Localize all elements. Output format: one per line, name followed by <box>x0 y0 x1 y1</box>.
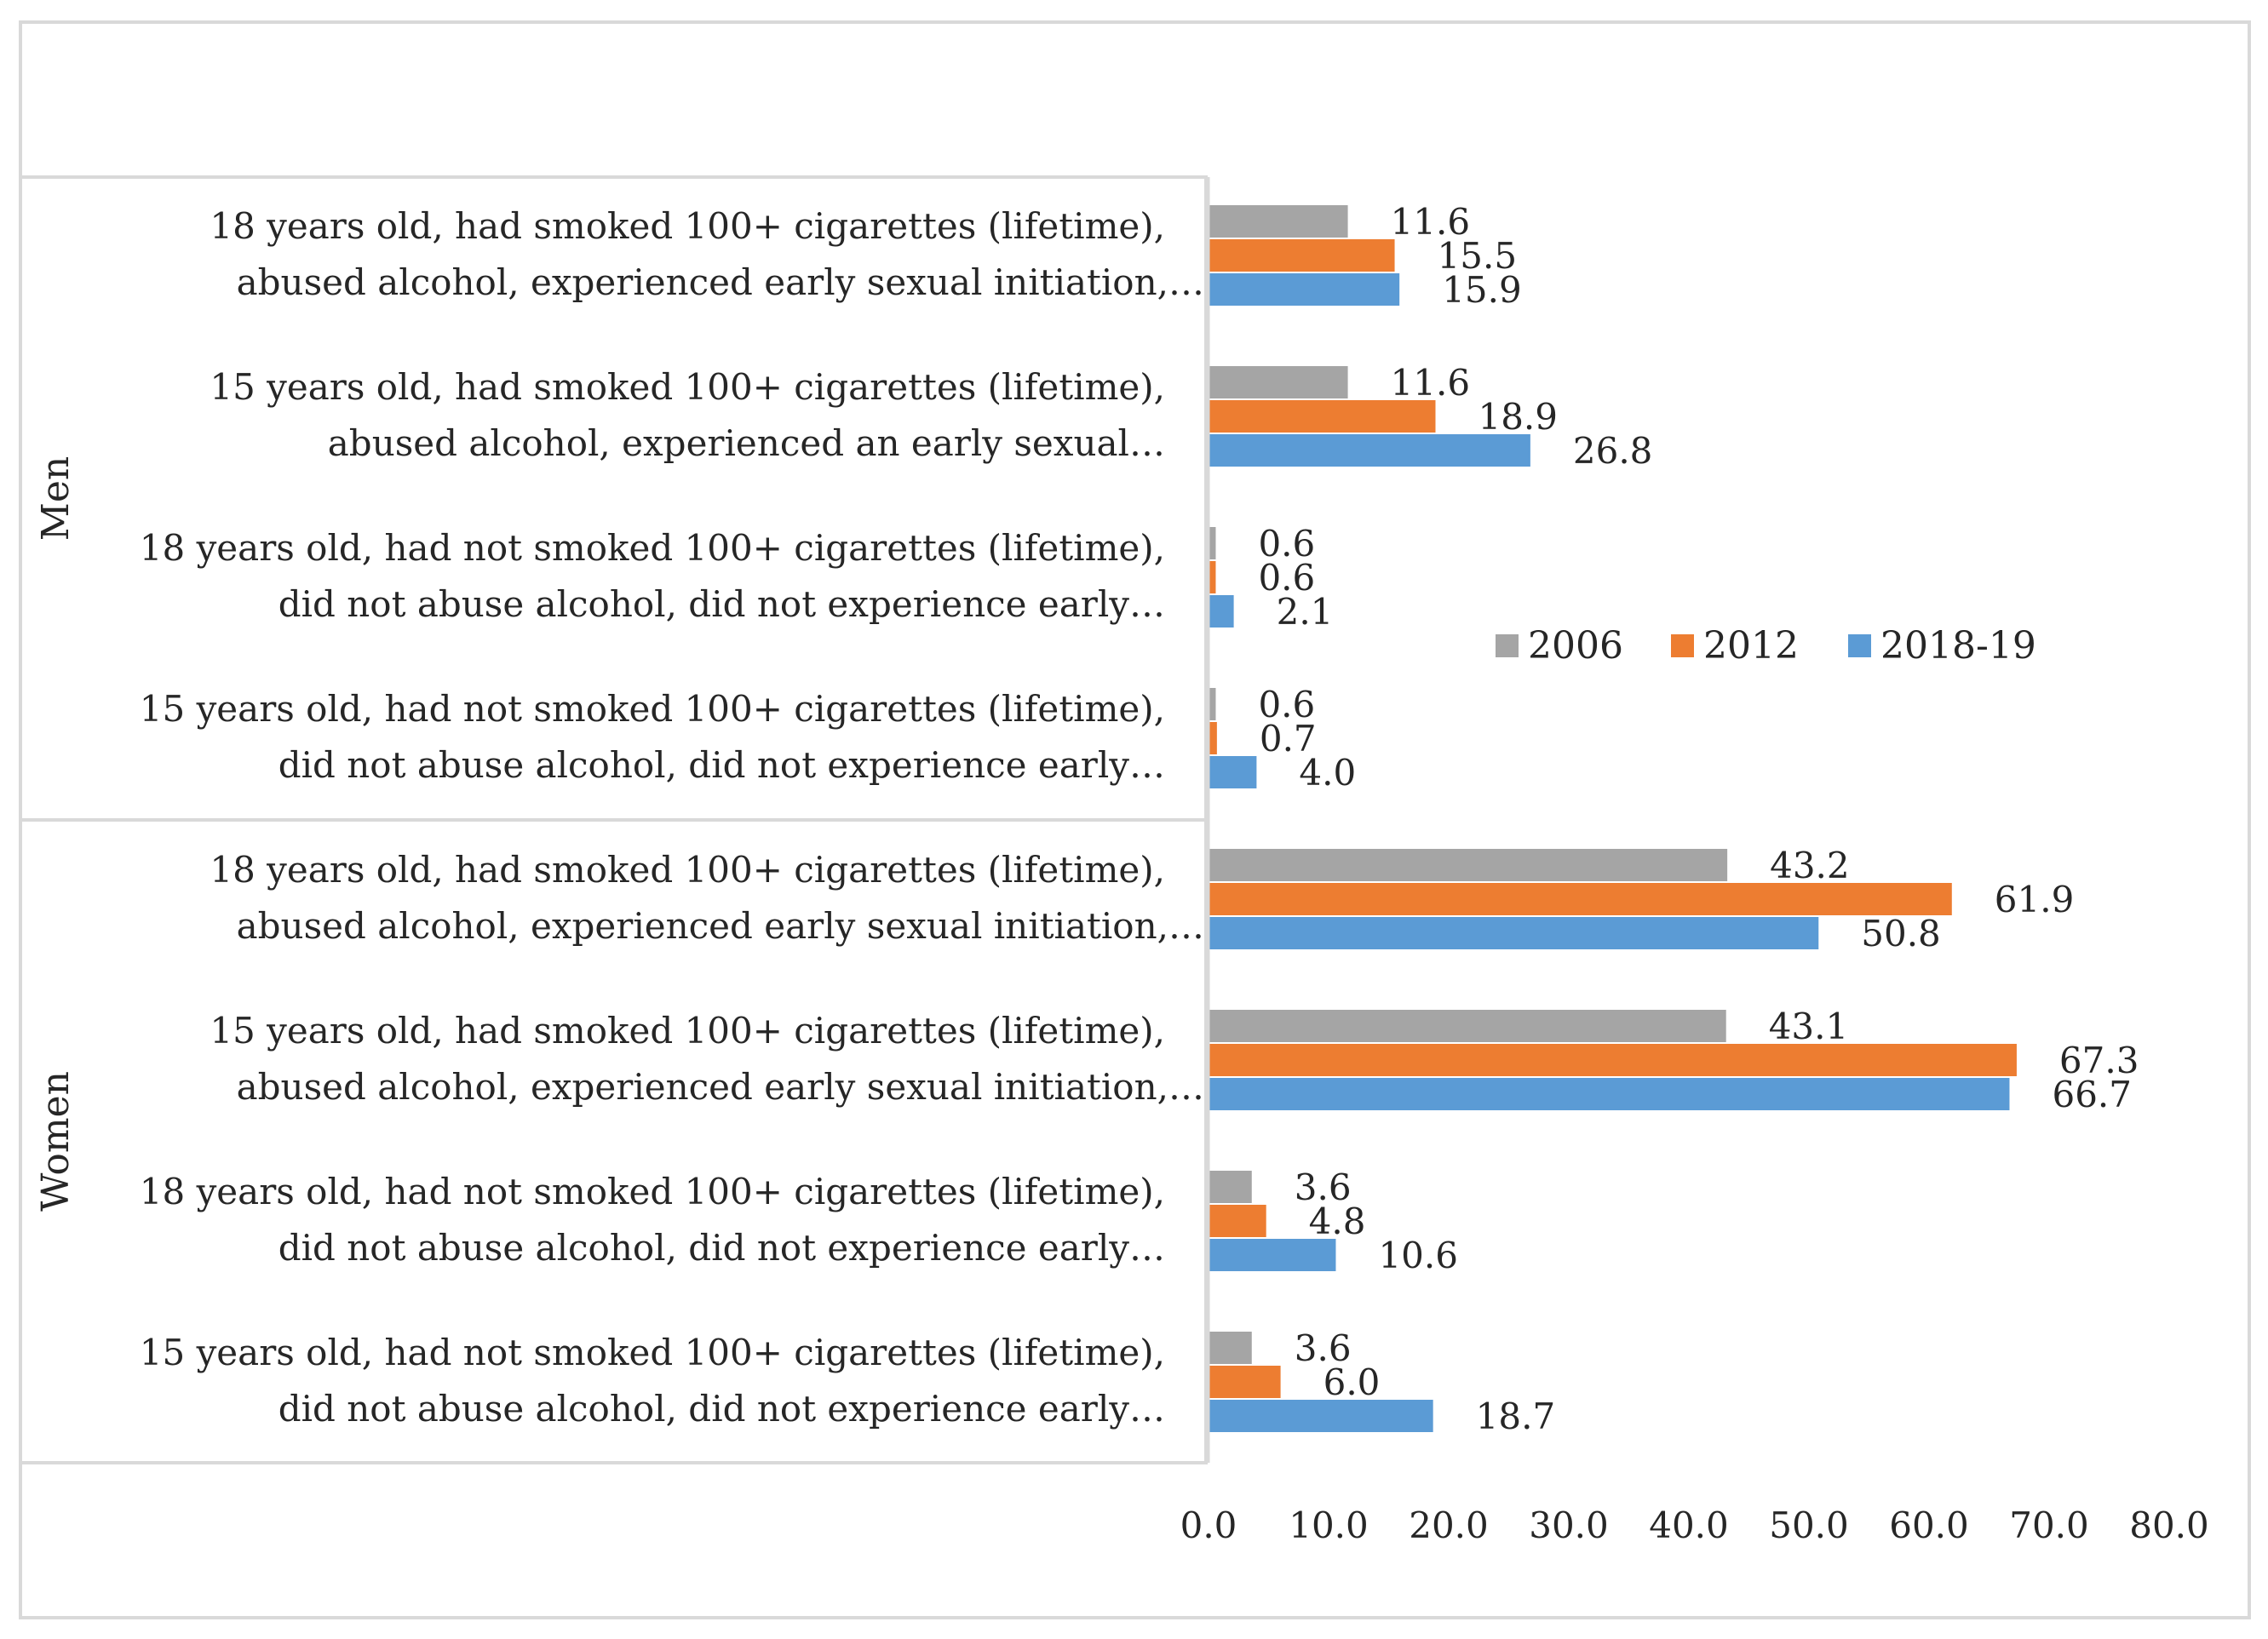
legend-label-2012: 2012 <box>1703 624 1799 668</box>
data-label-2006-cat-2: 11.6 <box>1391 362 1471 404</box>
bar-2012-cat-5 <box>1209 883 1952 915</box>
category-label-line2: abused alcohol, experienced early sexual… <box>237 261 1204 303</box>
data-label-2006-cat-8: 3.6 <box>1295 1327 1352 1369</box>
category-labels: 18 years old, had smoked 100+ cigarettes… <box>140 205 1204 1430</box>
legend-swatch-2012 <box>1671 634 1694 657</box>
bar-2012-cat-4 <box>1209 722 1217 754</box>
x-tick-label: 80.0 <box>2129 1504 2209 1546</box>
category-label-line1: 18 years old, had not smoked 100+ cigare… <box>140 527 1165 569</box>
data-label-2018-19-cat-3: 2.1 <box>1277 591 1334 633</box>
data-label-2018-19-cat-5: 50.8 <box>1861 913 1941 954</box>
bar-2012-cat-2 <box>1209 400 1436 433</box>
x-tick-label: 10.0 <box>1289 1504 1369 1546</box>
x-tick-label: 20.0 <box>1409 1504 1489 1546</box>
data-label-2018-19-cat-6: 66.7 <box>2052 1074 2132 1115</box>
bar-2018-19-cat-4 <box>1209 756 1257 788</box>
category-label-line2: abused alcohol, experienced early sexual… <box>237 1066 1204 1108</box>
bar-2018-19-cat-6 <box>1209 1078 2010 1110</box>
bar-2018-19-cat-7 <box>1209 1239 1336 1271</box>
bar-2018-19-cat-8 <box>1209 1400 1433 1432</box>
data-label-2006-cat-7: 3.6 <box>1295 1166 1352 1208</box>
bar-2012-cat-8 <box>1209 1366 1281 1398</box>
bar-2006-cat-1 <box>1209 205 1348 238</box>
bar-2012-cat-1 <box>1209 239 1395 272</box>
x-tick-label: 50.0 <box>1769 1504 1849 1546</box>
bar-2012-cat-7 <box>1209 1205 1266 1237</box>
data-label-2018-19-cat-1: 15.9 <box>1442 269 1522 311</box>
category-label-line1: 15 years old, had smoked 100+ cigarettes… <box>210 366 1165 408</box>
bar-2018-19-cat-1 <box>1209 273 1400 306</box>
category-label-line1: 15 years old, had smoked 100+ cigarettes… <box>210 1010 1165 1052</box>
data-label-2018-19-cat-8: 18.7 <box>1476 1395 1556 1437</box>
category-label-line1: 18 years old, had not smoked 100+ cigare… <box>140 1171 1165 1212</box>
data-label-2012-cat-8: 6.0 <box>1323 1361 1381 1403</box>
category-label-line1: 18 years old, had smoked 100+ cigarettes… <box>210 849 1165 891</box>
data-label-2018-19-cat-4: 4.0 <box>1299 752 1356 794</box>
data-label-2006-cat-4: 0.6 <box>1258 684 1315 725</box>
bar-2006-cat-8 <box>1209 1332 1252 1364</box>
data-label-2012-cat-1: 15.5 <box>1438 235 1518 277</box>
category-label-line2: did not abuse alcohol, did not experienc… <box>278 744 1165 786</box>
group-label-women: Women <box>34 1071 78 1212</box>
bar-2006-cat-5 <box>1209 849 1728 881</box>
category-label-line1: 15 years old, had not smoked 100+ cigare… <box>140 688 1165 730</box>
data-label-2012-cat-4: 0.7 <box>1260 718 1317 759</box>
x-axis: 0.0 10.0 20.0 30.0 40.0 50.0 60.0 70.0 80.0 <box>1180 177 2209 1546</box>
bar-2006-cat-3 <box>1209 527 1216 559</box>
legend-swatch-2006 <box>1496 634 1519 657</box>
bar-2006-cat-7 <box>1209 1171 1252 1203</box>
bar-2006-cat-4 <box>1209 688 1216 720</box>
group-box-women <box>19 818 1208 1464</box>
data-label-2018-19-cat-2: 26.8 <box>1573 430 1653 472</box>
category-label-line2: abused alcohol, experienced early sexual… <box>237 905 1204 947</box>
x-tick-label: 70.0 <box>2009 1504 2089 1546</box>
bar-2018-19-cat-3 <box>1209 595 1234 628</box>
legend-label-2018-19: 2018-19 <box>1880 624 2036 668</box>
category-label-line2: did not abuse alcohol, did not experienc… <box>278 1388 1165 1430</box>
group-labels: Men Women <box>34 456 78 1212</box>
data-label-2012-cat-7: 4.8 <box>1309 1201 1366 1242</box>
category-label-line2: did not abuse alcohol, did not experienc… <box>278 583 1165 625</box>
data-labels: 11.615.515.911.618.926.80.60.62.10.60.74… <box>1258 201 2139 1437</box>
legend: 2006 2012 2018-19 <box>1496 624 2036 668</box>
data-label-2006-cat-3: 0.6 <box>1258 523 1315 564</box>
x-tick-label: 30.0 <box>1529 1504 1609 1546</box>
bar-2012-cat-3 <box>1209 561 1216 593</box>
category-label-line2: did not abuse alcohol, did not experienc… <box>278 1227 1165 1269</box>
x-tick-label: 60.0 <box>1889 1504 1969 1546</box>
data-label-2012-cat-5: 61.9 <box>1995 879 2075 920</box>
bar-2018-19-cat-2 <box>1209 434 1530 467</box>
data-label-2012-cat-3: 0.6 <box>1258 557 1315 599</box>
x-tick-label: 0.0 <box>1180 1504 1237 1546</box>
group-label-men: Men <box>34 456 78 541</box>
bars <box>1209 205 2017 1432</box>
category-label-line1: 18 years old, had smoked 100+ cigarettes… <box>210 205 1165 247</box>
data-label-2006-cat-1: 11.6 <box>1391 201 1471 243</box>
data-label-2006-cat-6: 43.1 <box>1769 1006 1849 1047</box>
category-label-line1: 15 years old, had not smoked 100+ cigare… <box>140 1332 1165 1373</box>
legend-label-2006: 2006 <box>1528 624 1623 668</box>
x-tick-label: 40.0 <box>1649 1504 1729 1546</box>
group-boxes <box>19 175 1208 1464</box>
data-label-2012-cat-6: 67.3 <box>2059 1040 2139 1081</box>
bar-2006-cat-2 <box>1209 366 1348 398</box>
data-label-2018-19-cat-7: 10.6 <box>1378 1235 1458 1276</box>
data-label-2006-cat-5: 43.2 <box>1770 845 1850 886</box>
data-label-2012-cat-2: 18.9 <box>1478 396 1558 438</box>
category-label-line2: abused alcohol, experienced an early sex… <box>328 422 1165 464</box>
bar-2012-cat-6 <box>1209 1044 2017 1076</box>
bar-2006-cat-6 <box>1209 1010 1726 1042</box>
legend-swatch-2018-19 <box>1848 634 1871 657</box>
bar-2018-19-cat-5 <box>1209 917 1819 949</box>
